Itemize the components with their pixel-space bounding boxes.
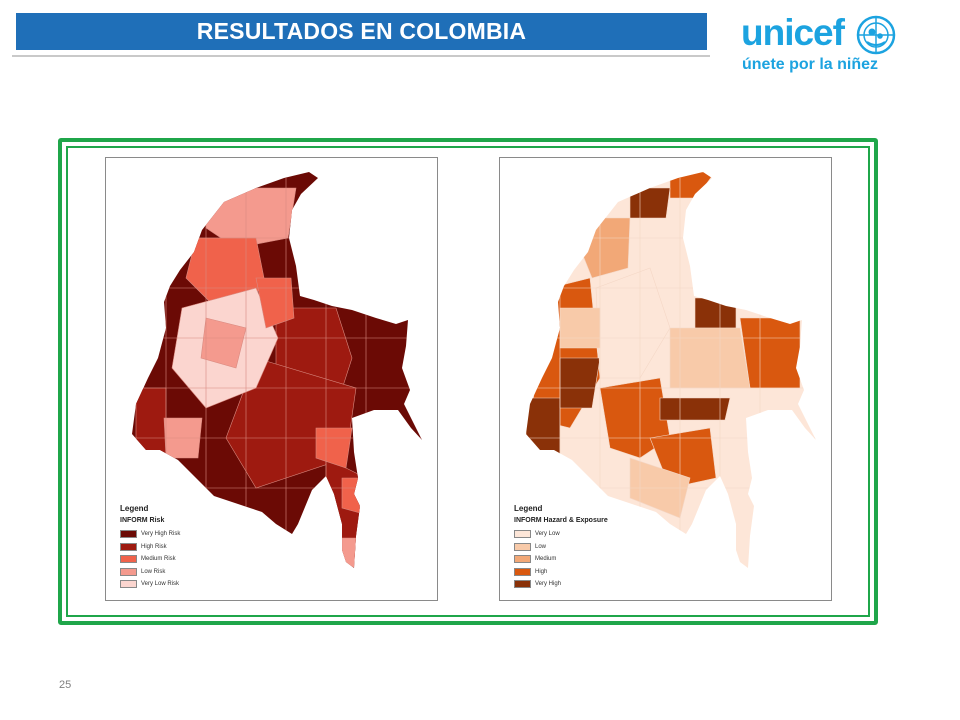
legend-heading: Legend: [514, 504, 543, 513]
legend-item: Very High Risk: [120, 528, 180, 541]
legend-swatch: [514, 567, 531, 576]
unicef-emblem-icon: [856, 15, 896, 55]
inform-risk-map: [132, 172, 422, 568]
inform-hazard-exposure-map: [526, 172, 816, 568]
legend-swatch: [120, 567, 137, 576]
page-number: 25: [59, 679, 72, 691]
legend-swatch: [514, 542, 531, 551]
legend-label: Very Low Risk: [141, 581, 180, 588]
maps-frame: [58, 138, 878, 625]
legend-swatch: [120, 555, 137, 564]
legend-label: High: [535, 568, 548, 575]
legend-swatch: [120, 530, 137, 539]
legend-label: Very High: [535, 581, 562, 588]
inform-hazard-exposure-legend: Legend INFORM Hazard & Exposure Very Low…: [514, 504, 608, 591]
legend-item: High: [514, 566, 608, 579]
legend-item: Very Low: [514, 528, 608, 541]
legend-swatch: [120, 542, 137, 551]
legend-item: Very High: [514, 578, 608, 591]
legend-item: Very Low Risk: [120, 578, 180, 591]
legend-item: High Risk: [120, 541, 180, 554]
title-divider: [12, 55, 710, 57]
legend-item: Medium: [514, 553, 608, 566]
inform-risk-map-panel: Legend INFORM Risk Very High Risk High R…: [105, 157, 438, 601]
legend-label: Low: [535, 543, 547, 550]
legend-label: Medium Risk: [141, 556, 176, 563]
logo-wordmark: unicef: [741, 12, 845, 53]
logo-tagline: únete por la niñez: [742, 56, 879, 73]
legend-title: INFORM Risk: [120, 517, 165, 524]
legend-label: Very Low: [535, 531, 560, 538]
legend-label: Medium: [535, 556, 557, 563]
legend-swatch: [514, 555, 531, 564]
legend-heading: Legend: [120, 504, 149, 513]
slide-title: RESULTADOS EN COLOMBIA: [16, 13, 707, 50]
maps-frame-inner: [66, 146, 870, 617]
inform-risk-legend: Legend INFORM Risk Very High Risk High R…: [120, 504, 180, 591]
legend-label: High Risk: [141, 543, 167, 550]
legend-item: Low: [514, 541, 608, 554]
legend-item: Low Risk: [120, 566, 180, 579]
legend-item: Medium Risk: [120, 553, 180, 566]
inform-hazard-exposure-map-panel: Legend INFORM Hazard & Exposure Very Low…: [499, 157, 832, 601]
legend-label: Low Risk: [141, 568, 166, 575]
legend-label: Very High Risk: [141, 531, 181, 538]
legend-swatch: [514, 530, 531, 539]
legend-title: INFORM Hazard & Exposure: [514, 517, 608, 524]
unicef-logo: unicef únete por la niñez: [741, 10, 906, 76]
legend-swatch: [120, 580, 137, 589]
legend-swatch: [514, 580, 531, 589]
